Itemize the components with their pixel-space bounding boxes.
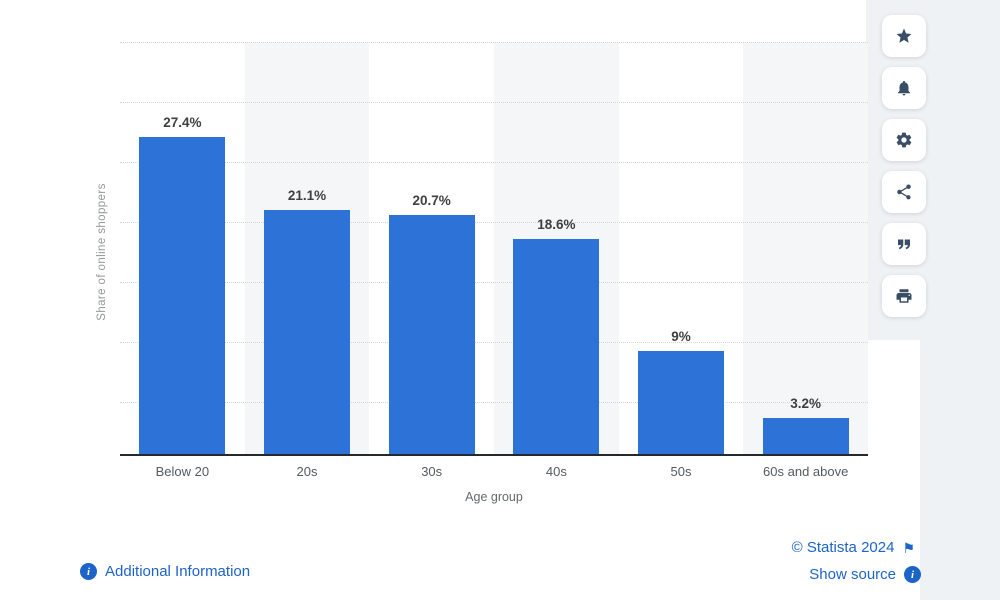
quote-icon [898,239,910,250]
x-tick-label: 50s [670,464,692,479]
column-bands [120,42,869,455]
bar-value-label: 9% [671,329,691,344]
settings-button[interactable] [882,119,926,161]
gridline [120,162,868,163]
bar-value-label: 20.7% [412,193,451,208]
bell-icon [898,80,910,96]
gridline [120,402,868,403]
bar-20s[interactable] [264,210,350,455]
share-button[interactable] [882,171,926,213]
info-icon: i [904,566,921,583]
x-tick-label: 20s [296,464,318,479]
gridline [120,222,868,223]
x-axis-line [120,454,868,456]
bar-50s[interactable] [638,351,724,455]
bar-value-label: 18.6% [537,217,576,232]
x-tick-label: 30s [421,464,443,479]
bar-group: 3.2% [762,396,849,455]
additional-information-label: Additional Information [105,563,251,580]
x-tick-label: 60s and above [763,464,849,479]
bar-40s[interactable] [513,239,600,455]
gear-icon [896,132,912,148]
bar-group: 18.6% [513,217,600,455]
show-source-link[interactable]: Show source i [809,566,921,583]
bar-30s[interactable] [388,215,475,455]
print-icon [896,289,912,303]
bar-group: 9% [638,329,724,455]
star-icon [896,28,912,43]
gridline [120,102,868,103]
x-tick-label: 40s [545,464,567,479]
bar-value-label: 3.2% [790,396,822,411]
info-icon: i [80,563,97,580]
gridline [120,42,868,43]
cite-button[interactable] [882,223,926,265]
share-icon [897,184,911,200]
y-axis-title-text: Share of online shoppers [96,183,108,321]
x-axis-title: Age group [465,490,523,504]
alert-button[interactable] [882,67,926,109]
statista-copyright-link[interactable]: © Statista 2024 ⚑ [792,539,915,556]
gridline [120,282,868,283]
flag-icon: ⚑ [902,539,915,556]
show-source-label: Show source [809,566,896,583]
right-gutter [920,0,1000,600]
bar-below-20[interactable] [139,137,226,455]
x-axis-ticks: Below 20 20s 30s 40s 50s 60s and above [120,464,868,479]
bar-60s-and-above[interactable] [762,418,849,455]
bar-value-label: 21.1% [287,188,327,203]
print-button[interactable] [882,275,926,317]
bar-group: 20.7% [388,193,475,455]
x-tick-label: Below 20 [155,464,210,479]
plot-area: 27.4% 21.1% 20.7% 18.6% 9% 3.2% [120,42,869,456]
bar-group: 21.1% [264,188,350,455]
favorite-button[interactable] [882,15,926,57]
copyright-label: © Statista 2024 [791,539,895,556]
column-band [743,42,869,455]
bar-group: 27.4% [139,115,226,455]
gridline [120,342,868,343]
bar-value-label: 27.4% [163,115,202,130]
additional-information-link[interactable]: i Additional Information [80,563,250,580]
